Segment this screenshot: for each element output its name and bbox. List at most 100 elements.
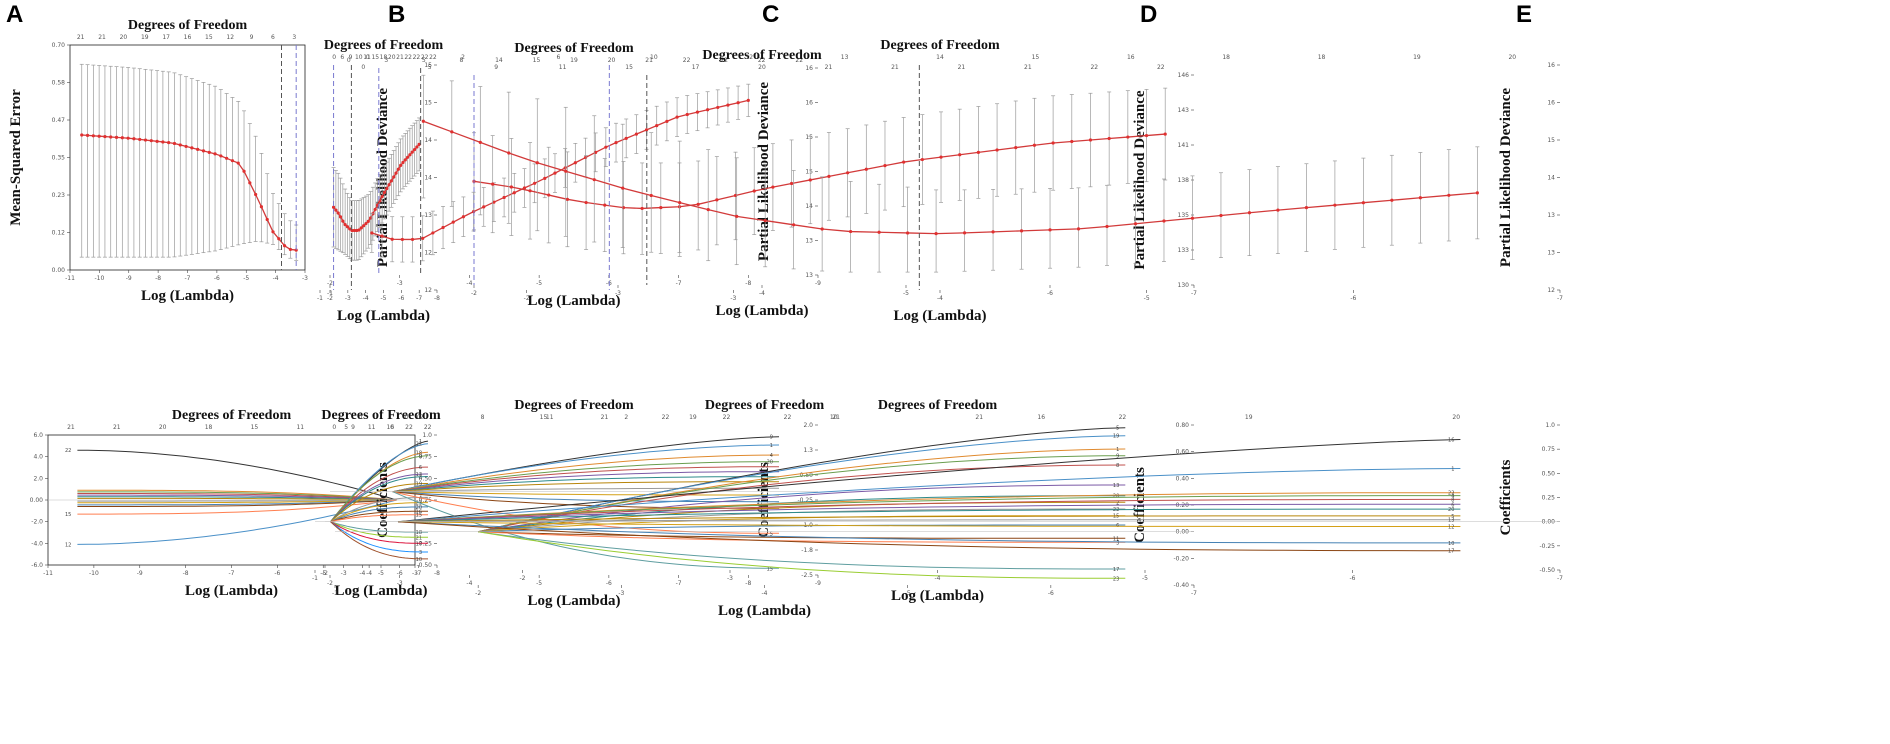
e-cv-cv-mean-point-18 — [962, 231, 967, 235]
c-cv-cv-mean-point-13 — [614, 141, 618, 145]
c-cv-y-tick-label-1: 13 — [805, 238, 813, 245]
a-cv-dof-tick-9: 6 — [271, 34, 275, 41]
c-cv-cv-mean-point-10 — [644, 128, 649, 132]
a-cv-y-tick-label-2: 0.23 — [52, 192, 66, 199]
c-coef-coef-path-10 — [392, 491, 779, 503]
a-cv-cv-mean-point-7 — [120, 136, 124, 140]
a-cv-cv-mean-point-25 — [225, 156, 229, 160]
b-cv-cv-mean-point-28 — [352, 228, 356, 233]
d-coef-coef-path-14 — [478, 531, 1126, 579]
c-coef-coef-path-4 — [392, 466, 779, 493]
e-cv-cv-mean-point-33 — [535, 161, 539, 165]
a-cv-dof-title: Degrees of Freedom — [128, 18, 248, 33]
b-coef-coef-path-10 — [330, 506, 428, 523]
b-coef-dof-tick-3: 11 — [368, 424, 376, 431]
c-coef-y-tick-label-6: 2.0 — [803, 422, 813, 429]
b-cv-x-tick-label-3: -5 — [381, 295, 387, 302]
c-coef-coef-label-1: 1 — [770, 443, 773, 449]
b-coef-dof-tick-5: 0 — [332, 424, 336, 431]
b-coef-y-tick-label-0: -0.50 — [416, 562, 432, 569]
b-cv-x-tick-label-4: -4 — [363, 295, 369, 302]
a-coef-coef-label-0: 22 — [65, 448, 71, 454]
a-coef-y-tick-label-4: 2.0 — [33, 475, 43, 482]
d-coef-coef-label-11: 11 — [1113, 536, 1119, 542]
a-coef-y-tick-label-5: 4.0 — [33, 454, 43, 461]
d-coef-dof-tick-2: 21 — [832, 414, 840, 421]
e-cv-cv-mean-point-21 — [877, 230, 881, 234]
c-cv-dof-title: Degrees of Freedom — [514, 41, 634, 56]
c-cv-dof-tick-4: 21 — [645, 57, 653, 64]
d-coef-y-tick-label-5: 0.60 — [1176, 449, 1190, 456]
d-cv-cv-mean-point-7 — [1032, 143, 1037, 147]
c-coef-dof-tick-4: 15 — [540, 414, 548, 421]
a-coef-x-tick-label-8: -3 — [412, 570, 418, 577]
d-cv-cv-mean-point-1 — [1144, 133, 1149, 138]
d-coef-x-tick-label-3: -4 — [762, 590, 768, 597]
e-cv-dof-tick-12: 0 — [366, 54, 370, 61]
b-cv-y-tick-label-6: 15 — [424, 62, 432, 69]
b-cv-cv-mean-point-30 — [348, 227, 352, 231]
b-coef-coef-label-13: 18 — [416, 530, 422, 536]
e-cv-cv-mean-point-26 — [735, 214, 739, 218]
c-coef-coef-path-6 — [392, 476, 779, 493]
a-coef-x-tick-label-7: -4 — [366, 570, 372, 577]
b-coef-x-tick-label-3: -5 — [378, 570, 384, 577]
a-cv-x-tick-label-5: -6 — [214, 275, 220, 282]
d-cv-cv-mean-point-6 — [1051, 141, 1055, 145]
c-coef-dof-tick-0: 22 — [784, 414, 792, 421]
b-coef-y-tick-label-6: 1.0 — [422, 432, 432, 439]
e-cv-dof-tick-10: 6 — [557, 54, 561, 61]
b-cv-dof-title: Degrees of Freedom — [324, 38, 444, 53]
d-cv-y-tick-label-1: 133 — [1178, 247, 1190, 254]
b-coef-coef-label-1: 22 — [416, 442, 422, 448]
d-cv-cv-mean-point-14 — [902, 160, 906, 164]
e-cv-dof-tick-6: 14 — [936, 54, 944, 61]
a-coef-y-tick-label-1: -4.0 — [31, 540, 43, 547]
b-coef-coef-path-4 — [330, 466, 428, 523]
c-cv-cv-mean-point-6 — [685, 112, 689, 117]
e-coef-coef-path-0 — [397, 439, 1461, 523]
c-coef-x-tick-label-2: -7 — [676, 580, 682, 587]
a-coef-x-tick-label-4: -7 — [229, 570, 235, 577]
e-cv-dof-tick-5: 15 — [1032, 54, 1040, 61]
a-coef-coef-path-1 — [77, 499, 397, 545]
b-coef-coef-path-15 — [330, 521, 428, 544]
e-cv-cv-mean-point-7 — [1276, 208, 1280, 212]
e-cv-cv-mean-point-19 — [934, 232, 938, 236]
d-coef-coef-label-9: 15 — [1113, 514, 1119, 520]
b-cv-cv-mean-point-15 — [382, 190, 387, 195]
c-cv-y-tick-label-0: 13 — [805, 272, 813, 279]
b-cv-cv-mean-point-7 — [401, 160, 405, 165]
e-coef-coef-label-9: 12 — [1448, 525, 1454, 531]
d-cv-cv-mean-point-22 — [752, 189, 756, 193]
b-cv-cv-mean-point-0 — [417, 142, 421, 147]
c-coef-dof-tick-1: 22 — [723, 414, 731, 421]
c-cv-dof-tick-10: 5 — [422, 57, 426, 64]
d-coef-coef-label-7: 2 — [1116, 500, 1119, 506]
b-cv-cv-mean-point-36 — [334, 208, 338, 212]
a-cv-x-tick-label-6: -5 — [243, 275, 249, 282]
e-cv-cv-mean-point-13 — [1105, 224, 1109, 229]
c-cv-cv-mean-point-29 — [451, 220, 455, 224]
e-coef-x-axis-title: Log (Lambda) — [891, 588, 984, 604]
d-cv-cv-mean-point-16 — [864, 167, 868, 171]
a-coef-x-tick-label-5: -6 — [274, 570, 280, 577]
a-cv-y-tick-label-1: 0.12 — [52, 230, 66, 237]
a-cv-y-tick-label-5: 0.58 — [52, 80, 66, 87]
b-cv-dof-tick-2: 22 — [413, 54, 421, 61]
a-cv-dof-tick-10: 3 — [292, 34, 296, 41]
c-coef-x-tick-label-0: -9 — [815, 580, 821, 587]
d-cv-cv-mean-point-3 — [1107, 136, 1111, 141]
c-cv-dof-tick-5: 20 — [608, 57, 616, 64]
a-cv-x-tick-label-4: -7 — [185, 275, 191, 282]
c-cv-cv-mean-point-37 — [370, 231, 374, 235]
d-cv-cv-mean-point-33 — [547, 193, 551, 197]
d-cv-y-axis-title: Partial Likelihood Deviance — [1132, 90, 1148, 270]
a-cv-cv-mean-point-27 — [236, 161, 240, 165]
e-cv-cv-mean-point-35 — [478, 140, 482, 144]
e-cv-cv-mean-point-1 — [1447, 193, 1451, 197]
e-coef-y-tick-label-0: -0.50 — [1539, 567, 1555, 574]
d-cv-y-tick-label-3: 138 — [1178, 177, 1190, 184]
a-cv-dof-tick-5: 16 — [184, 34, 192, 41]
c-cv-cv-mean-point-12 — [624, 136, 628, 140]
